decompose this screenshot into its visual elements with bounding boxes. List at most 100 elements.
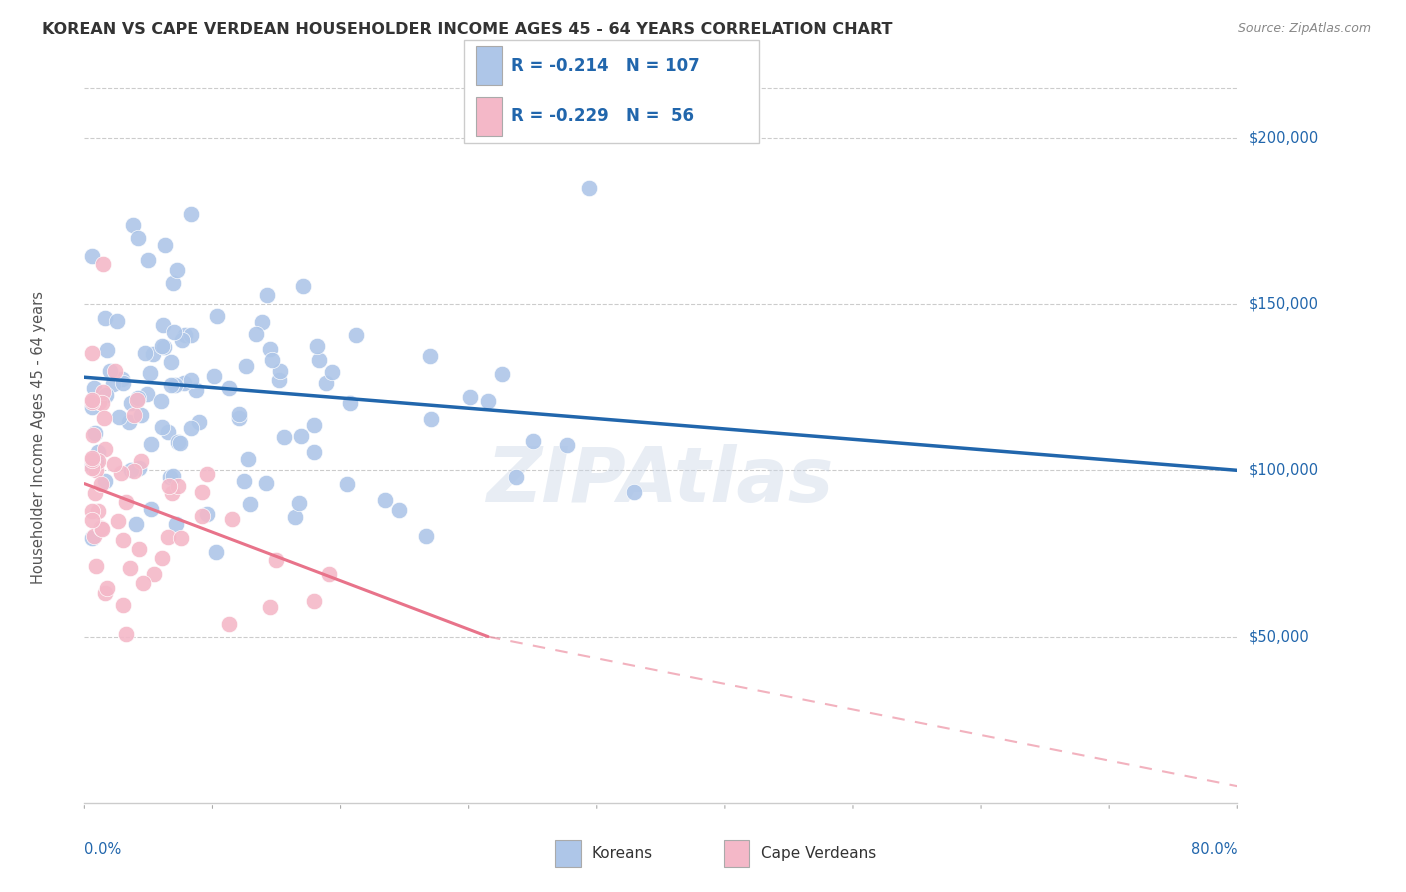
Text: 0.0%: 0.0% (84, 842, 121, 856)
Point (235, 359, 257, 373)
Point (111, 376, 134, 391)
Point (93, 442, 115, 456)
Point (83, 529, 105, 543)
Point (157, 479, 180, 493)
Text: KOREAN VS CAPE VERDEAN HOUSEHOLDER INCOME AGES 45 - 64 YEARS CORRELATION CHART: KOREAN VS CAPE VERDEAN HOUSEHOLDER INCOM… (42, 22, 893, 37)
Point (273, 430, 295, 444)
Point (80, 453, 103, 467)
Point (477, 394, 499, 409)
Point (107, 514, 129, 528)
Point (142, 347, 165, 361)
Point (94, 388, 117, 402)
Point (93, 585, 115, 599)
Text: $100,000: $100,000 (1249, 463, 1319, 478)
Point (232, 474, 254, 488)
Text: ZIPAtlas: ZIPAtlas (486, 444, 835, 518)
Point (180, 207, 202, 221)
Point (93, 411, 115, 425)
Point (131, 453, 153, 467)
Text: 80.0%: 80.0% (1191, 842, 1237, 856)
Point (110, 466, 132, 480)
Point (80, 395, 103, 409)
Point (170, 333, 193, 347)
Point (87, 395, 110, 409)
Text: R = -0.214   N = 107: R = -0.214 N = 107 (512, 57, 700, 75)
Point (136, 253, 159, 268)
Point (80, 345, 103, 359)
Point (557, 438, 579, 452)
Point (339, 395, 361, 409)
Point (344, 327, 367, 342)
Point (167, 434, 190, 449)
Point (124, 408, 146, 422)
Point (111, 533, 134, 548)
Point (122, 464, 145, 478)
Point (86, 504, 108, 518)
Point (162, 276, 184, 290)
Point (150, 419, 173, 434)
Point (159, 469, 181, 483)
Point (82, 427, 104, 442)
Point (94, 310, 117, 325)
Point (173, 376, 195, 391)
Point (180, 373, 202, 387)
Point (315, 376, 337, 390)
Point (86, 454, 108, 468)
Point (505, 469, 527, 483)
Point (623, 484, 645, 499)
Point (160, 378, 183, 392)
Point (80, 249, 103, 263)
Point (80, 451, 103, 466)
Point (256, 288, 278, 302)
Point (308, 353, 330, 368)
Point (111, 372, 134, 386)
Point (245, 327, 267, 342)
Point (153, 340, 176, 354)
Point (139, 501, 162, 516)
Point (191, 508, 214, 523)
Point (80, 458, 103, 473)
Point (129, 408, 152, 422)
Point (90, 476, 112, 491)
Point (180, 421, 202, 435)
Point (118, 561, 141, 575)
Point (90, 522, 112, 536)
Point (202, 369, 225, 384)
Point (115, 627, 138, 641)
Point (80, 392, 103, 407)
Point (228, 407, 250, 421)
Point (160, 354, 183, 368)
Point (188, 415, 211, 429)
Point (238, 452, 260, 467)
Point (374, 492, 396, 507)
Point (195, 508, 218, 522)
Point (336, 476, 359, 491)
Point (184, 384, 207, 398)
Text: Source: ZipAtlas.com: Source: ZipAtlas.com (1237, 22, 1371, 36)
Point (132, 575, 155, 590)
Point (83, 426, 105, 441)
Point (118, 415, 141, 429)
Point (108, 409, 131, 424)
Point (290, 429, 312, 443)
Point (82, 531, 104, 545)
Point (150, 551, 173, 566)
Point (91, 257, 114, 271)
Point (156, 425, 179, 439)
Point (304, 594, 326, 608)
Point (165, 378, 187, 392)
Point (218, 381, 240, 395)
Point (160, 486, 183, 500)
Text: Cape Verdeans: Cape Verdeans (761, 847, 876, 861)
Point (321, 365, 343, 379)
Point (91, 385, 114, 400)
Point (388, 503, 411, 517)
Point (152, 318, 174, 333)
Point (128, 542, 150, 557)
Point (91, 395, 114, 409)
Point (191, 485, 214, 500)
Point (104, 364, 127, 378)
Point (125, 516, 148, 531)
Point (522, 434, 544, 448)
Point (228, 411, 250, 425)
